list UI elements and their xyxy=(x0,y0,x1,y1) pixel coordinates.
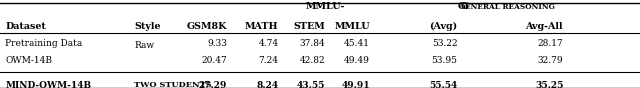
Text: 35.25: 35.25 xyxy=(535,81,563,88)
Text: 28.17: 28.17 xyxy=(538,39,563,48)
Text: 53.22: 53.22 xyxy=(432,39,458,48)
Text: Raw: Raw xyxy=(134,41,154,50)
Text: 45.41: 45.41 xyxy=(344,39,370,48)
Text: GSM8K: GSM8K xyxy=(187,22,227,31)
Text: Avg-All: Avg-All xyxy=(525,22,563,31)
Text: OWM-14B: OWM-14B xyxy=(5,56,52,65)
Text: MIND-OWM-14B: MIND-OWM-14B xyxy=(5,81,92,88)
Text: 27.29: 27.29 xyxy=(199,81,227,88)
Text: MATH: MATH xyxy=(245,22,278,31)
Text: Pretraining Data: Pretraining Data xyxy=(5,39,83,48)
Text: MMLU-: MMLU- xyxy=(305,2,345,11)
Text: ENERAL REASONING: ENERAL REASONING xyxy=(465,3,555,11)
Text: Dataset: Dataset xyxy=(5,22,46,31)
Text: 43.55: 43.55 xyxy=(297,81,325,88)
Text: 20.47: 20.47 xyxy=(202,56,227,65)
Text: 7.24: 7.24 xyxy=(259,56,278,65)
Text: 32.79: 32.79 xyxy=(538,56,563,65)
Text: MMLU: MMLU xyxy=(334,22,370,31)
Text: 4.74: 4.74 xyxy=(259,39,278,48)
Text: 53.95: 53.95 xyxy=(431,56,458,65)
Text: 42.82: 42.82 xyxy=(300,56,325,65)
Text: 49.91: 49.91 xyxy=(341,81,370,88)
Text: 37.84: 37.84 xyxy=(300,39,325,48)
Text: (Avg): (Avg) xyxy=(429,22,458,31)
Text: G: G xyxy=(461,2,469,11)
Text: STEM: STEM xyxy=(293,22,325,31)
Text: 8.24: 8.24 xyxy=(256,81,278,88)
Text: 9.33: 9.33 xyxy=(207,39,227,48)
Text: 49.49: 49.49 xyxy=(344,56,370,65)
Text: 55.54: 55.54 xyxy=(429,81,458,88)
Text: G: G xyxy=(458,2,466,11)
Text: Style: Style xyxy=(134,22,161,31)
Text: TWO STUDENTS: TWO STUDENTS xyxy=(134,81,212,88)
